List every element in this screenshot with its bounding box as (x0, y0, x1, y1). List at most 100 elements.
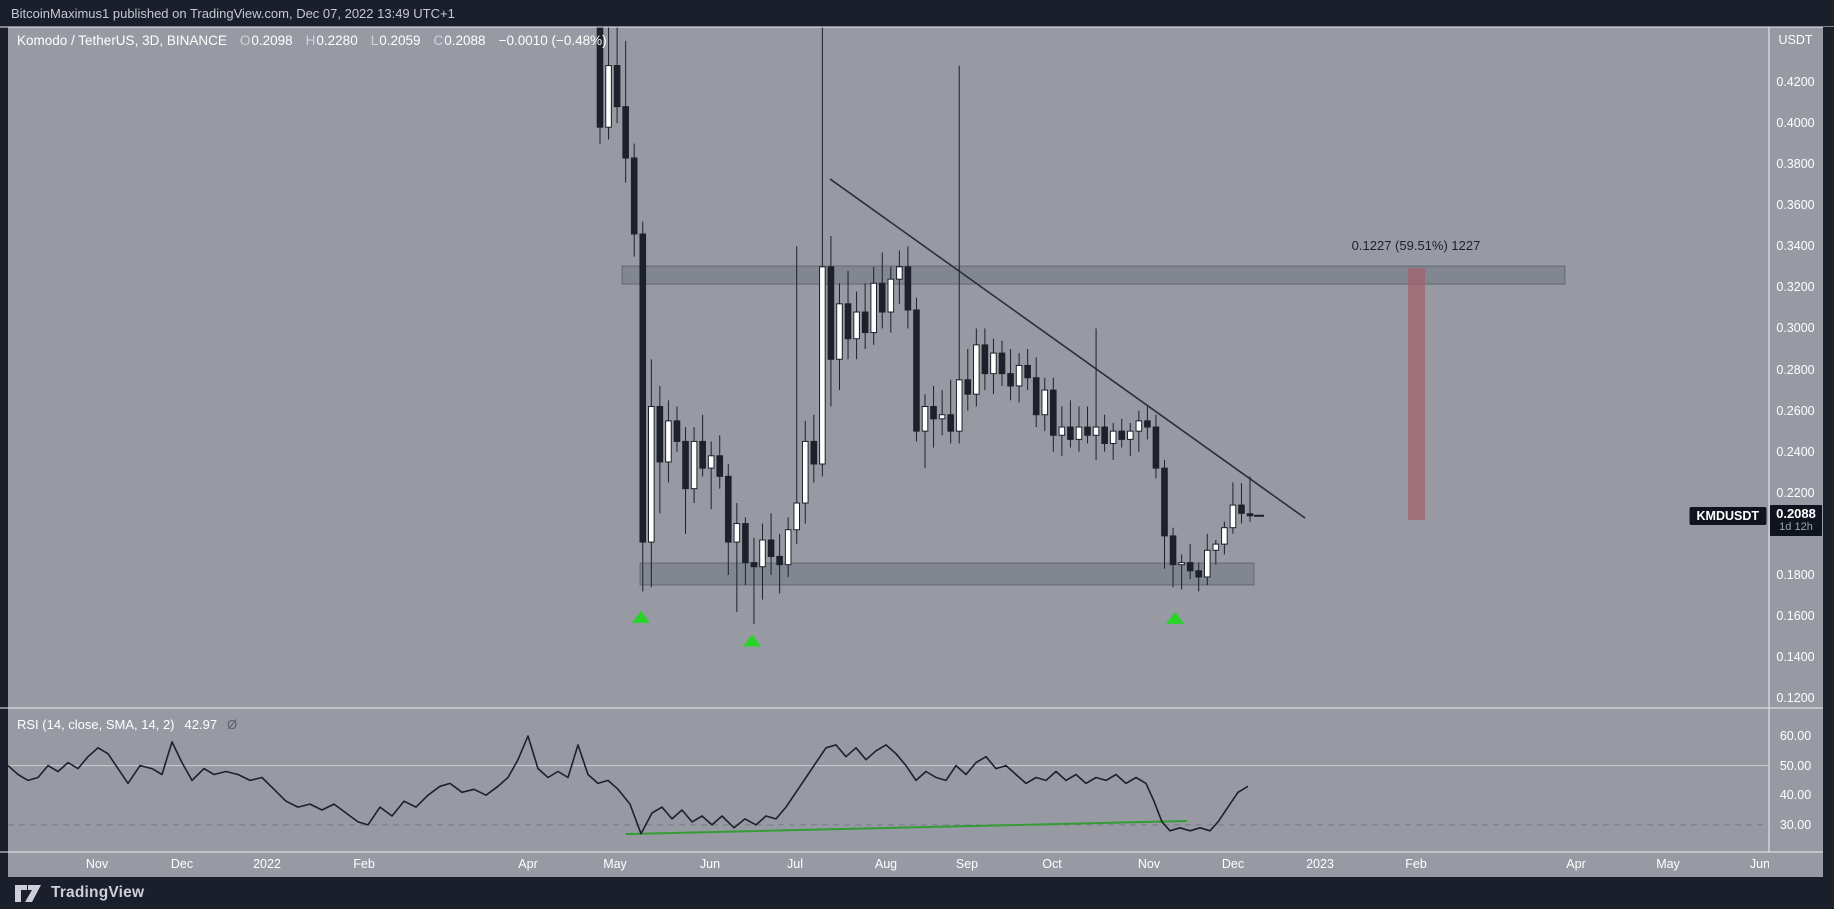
price-tick-label: 0.1800 (1776, 567, 1815, 582)
candle-body-up (648, 406, 655, 543)
rsi-tick-label: 50.00 (1779, 758, 1812, 773)
candle-body-up (1229, 504, 1237, 529)
time-tick-label: Sep (955, 857, 979, 871)
tradingview-logo-icon[interactable] (14, 884, 42, 903)
candle-body-down (699, 440, 706, 469)
candle-body-up (1135, 420, 1143, 432)
rsi-legend[interactable]: RSI (14, close, SMA, 14, 2) 42.97 Ø (17, 716, 237, 732)
symbol-legend[interactable]: Komodo / TetherUS, 3D, BINANCE O0.2098 H… (17, 31, 607, 49)
candle-body-down (1032, 377, 1040, 416)
time-tick-label: 2023 (1306, 857, 1334, 871)
candle-body-down (981, 344, 989, 375)
candle-body-up (1109, 430, 1117, 444)
candle-body-down (1169, 535, 1177, 566)
time-tick-label: Dec (1221, 857, 1245, 871)
candle-body-down (630, 157, 638, 235)
change-value: −0.0010 (−0.48%) (498, 32, 607, 48)
candle-body-up (1058, 426, 1066, 436)
price-tick-label: 0.1600 (1776, 608, 1815, 623)
price-tick-label: 0.4200 (1776, 75, 1815, 89)
rsi-hidden-series-icon: Ø (227, 716, 238, 732)
candle-body-up (973, 344, 980, 395)
time-tick-label: Apr (1566, 857, 1586, 871)
candle-body-down (827, 266, 835, 360)
candle-body-down (716, 455, 724, 477)
candle-body-down (682, 440, 689, 490)
candle-body-down (1067, 426, 1074, 440)
rsi-support-trendline (625, 820, 1188, 836)
candle-body-up (1075, 426, 1083, 440)
buy-signal-triangle-icon (743, 634, 761, 647)
candle-body-up (707, 455, 715, 469)
time-tick-label: Dec (170, 857, 194, 871)
candle-body-up (690, 440, 698, 490)
projection-bar (1408, 268, 1425, 521)
candle-body-down (1246, 513, 1254, 517)
candle-body-down (998, 352, 1006, 375)
candle-body-up (836, 303, 843, 360)
price-axis-currency: USDT (1778, 33, 1813, 47)
rsi-line (8, 735, 1249, 835)
candle-body-up (1221, 527, 1228, 545)
ohlc-open: O0.2098 (239, 32, 293, 48)
candle-body-up (938, 414, 946, 420)
candle-body-up (1041, 389, 1049, 416)
candle-body-down (639, 233, 647, 543)
time-tick-label: Jun (699, 857, 721, 871)
time-tick-label: May (1656, 857, 1680, 871)
rsi-title: RSI (14, close, SMA, 14, 2) (17, 716, 175, 732)
candle-body-down (656, 406, 664, 463)
price-tick-label: 0.1200 (1776, 691, 1815, 706)
candle-body-down (1007, 373, 1014, 387)
bar-countdown: 1d 12h (1779, 521, 1813, 533)
price-tick-label: 0.3200 (1776, 280, 1815, 295)
chart-background[interactable] (0, 27, 1834, 877)
candle-body-up (759, 539, 766, 568)
time-tick-label: Jun (1749, 857, 1769, 871)
price-tick-label: 0.2800 (1776, 362, 1815, 377)
price-tick-label: 0.3600 (1776, 198, 1815, 213)
candle-body-down (1144, 420, 1151, 428)
candle-body-down (1024, 364, 1031, 379)
rsi-tick-label: 40.00 (1779, 788, 1812, 803)
footer-bar: TradingView (0, 877, 1834, 909)
pane-separators (0, 26, 1834, 853)
candle-body-down (1186, 562, 1194, 572)
ohlc-close: C0.2088 (433, 32, 486, 48)
time-tick-label: Jul (787, 857, 803, 871)
candle-body-up (665, 420, 672, 463)
candle-body-down (724, 475, 732, 543)
candle-body-up (896, 266, 903, 280)
time-axis[interactable]: Nov Dec 2022 Feb Apr May Jun Jul Aug Sep Oct Nov Dec… (0, 852, 1769, 877)
publish-banner: BitcoinMaximus1 published on TradingView… (0, 0, 1834, 27)
rsi-value: 42.97 (184, 716, 218, 732)
time-tick-label: Aug (874, 857, 898, 871)
price-tick-label: 0.4000 (1776, 116, 1815, 131)
price-tick-label: 0.2400 (1776, 444, 1815, 459)
buy-signal-triangle-icon (632, 610, 650, 623)
time-tick-label: Apr (518, 857, 538, 871)
resistance-zone (621, 265, 1566, 285)
candle-body-up (921, 406, 929, 432)
candle-body-up (1015, 364, 1023, 387)
candle-body-up (1092, 426, 1100, 436)
candle-body-up (605, 65, 612, 128)
symbol-price-tag: KMDUSDT (1689, 507, 1766, 525)
rsi-tick-label: 30.00 (1779, 817, 1812, 832)
tradingview-brand-text[interactable]: TradingView (51, 884, 145, 901)
price-tick-label: 0.2200 (1776, 485, 1815, 500)
candle-body-down (776, 555, 783, 566)
rsi-tick-label: 60.00 (1779, 728, 1812, 743)
descending-trendline (829, 178, 1306, 519)
price-tick-label: 0.3000 (1776, 321, 1815, 336)
candle-body-up (733, 523, 741, 543)
candle-body-up (887, 278, 895, 313)
candle-body-down (742, 523, 749, 564)
candle-body-down (947, 414, 954, 432)
price-tick-label: 0.1400 (1776, 650, 1815, 665)
candle-body-up (1178, 562, 1185, 566)
left-frame-strip (0, 27, 8, 877)
candle-body-down (964, 379, 972, 395)
candle-body-up (853, 311, 860, 340)
